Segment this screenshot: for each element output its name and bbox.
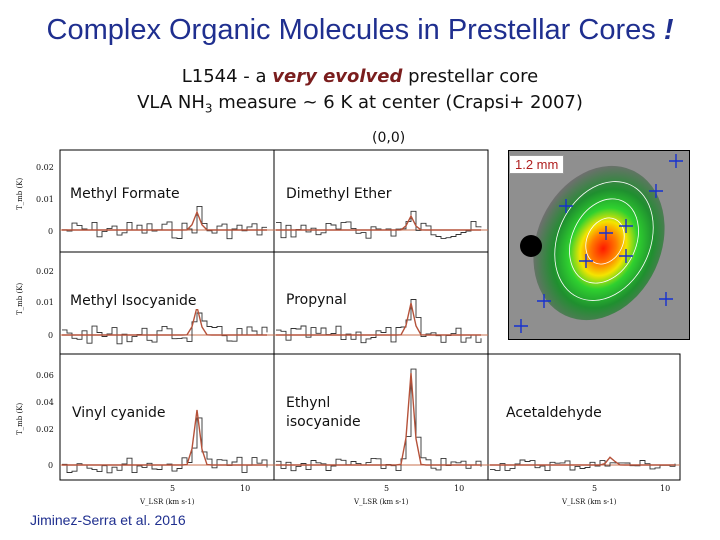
title-exclamation: ! <box>663 14 674 46</box>
y-tick: 0.04 <box>36 398 54 407</box>
subtitle-line-2: VLA NH3 measure ~ 6 K at center (Crapsi+… <box>137 92 583 116</box>
map-scale-label: 1.2 mm <box>509 155 565 174</box>
x-tick: 5 <box>592 484 597 493</box>
spectrum-fit <box>276 214 481 231</box>
y-tick: 0.06 <box>36 371 54 380</box>
y-tick: 0.01 <box>36 195 54 204</box>
x-tick: 5 <box>384 484 389 493</box>
x-axis-label: V_LSR (km s-1) <box>561 498 617 506</box>
panel-frames <box>59 149 681 481</box>
panel-label-methyl-isocyanide: Methyl Isocyanide <box>68 293 199 309</box>
slide-title: Complex Organic Molecules in Prestellar … <box>46 14 674 46</box>
y-tick: 0.02 <box>36 163 54 172</box>
spectrum-trace <box>62 205 267 240</box>
y-tick: 0 <box>48 227 53 236</box>
y-tick: 0.02 <box>36 267 54 276</box>
panel-label-dimethyl-ether: Dimethyl Ether <box>284 186 394 202</box>
baselines <box>60 229 680 466</box>
spectrum-fit <box>62 306 267 336</box>
spectrum-fit <box>490 456 675 466</box>
x-tick: 10 <box>454 484 464 493</box>
spectrum-trace <box>62 312 268 345</box>
y-tick: 0 <box>48 461 53 470</box>
spectrum-fit <box>276 372 481 466</box>
x-tick: 10 <box>240 484 250 493</box>
spectrum-trace <box>490 459 676 472</box>
y-axis-label-top: T_mb (K) <box>16 178 24 210</box>
y-axis-label-mid: T_mb (K) <box>16 283 24 315</box>
spectrum-trace <box>276 210 482 239</box>
x-tick: 5 <box>170 484 175 493</box>
spectrum-fit <box>62 210 267 231</box>
x-tick: 10 <box>660 484 670 493</box>
y-tick: 0.01 <box>36 298 54 307</box>
subtitle-line-1: L1544 - a very evolved prestellar core <box>181 66 539 87</box>
panel-label-vinyl-cyanide: Vinyl cyanide <box>70 405 168 421</box>
panel-label-methyl-formate: Methyl Formate <box>68 186 182 202</box>
panel-label-acetaldehyde: Acetaldehyde <box>504 405 604 421</box>
citation: Jiminez-Serra et al. 2016 <box>30 512 186 528</box>
dust-continuum-map <box>508 150 690 340</box>
panel-label-ethynl-isocyanide: Ethynl isocyanide <box>284 394 362 432</box>
y-tick: 0.02 <box>36 425 54 434</box>
offset-label: (0,0) <box>372 130 405 146</box>
pointing-markers <box>514 154 683 333</box>
y-tick: 0 <box>48 331 53 340</box>
panel-label-propynal: Propynal <box>284 292 349 308</box>
spectrum-fit <box>62 409 267 466</box>
spectrum-fit <box>276 302 481 336</box>
y-axis-label-bottom: T_mb (K) <box>16 403 24 435</box>
x-axis-label: V_LSR (km s-1) <box>353 498 409 506</box>
x-axis-label: V_LSR (km s-1) <box>139 498 195 506</box>
